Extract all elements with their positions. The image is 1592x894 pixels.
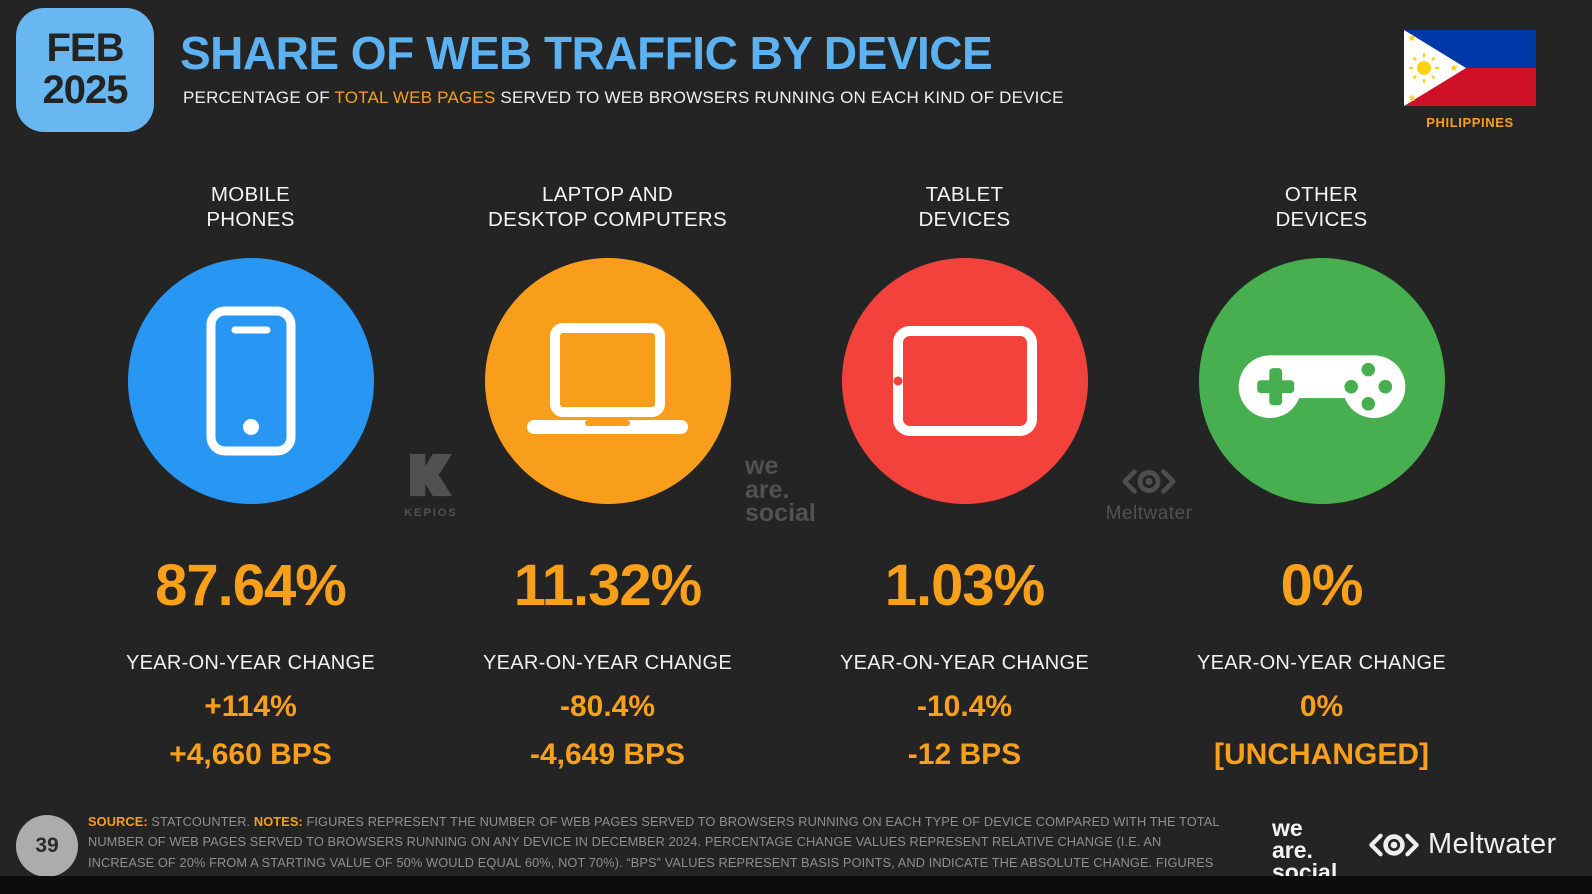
date-month: FEB (46, 26, 125, 71)
device-circle-tablet (841, 258, 1088, 504)
tablet-icon (892, 326, 1037, 436)
yoy-change-bps: -12 BPS (907, 738, 1022, 771)
source-text: STATCOUNTER. (147, 814, 254, 829)
device-circle-mobile (127, 258, 374, 504)
device-column-tablet: TABLET DEVICES 1.03% YEAR-ON-YEAR CHANGE… (786, 182, 1143, 772)
yoy-label: YEAR-ON-YEAR CHANGE (839, 652, 1090, 674)
kepios-watermark: KEPIOS (403, 452, 459, 519)
bottom-strip (0, 876, 1592, 894)
kepios-logo-icon (409, 453, 453, 497)
country-flag-block: PHILIPPINES (1404, 30, 1536, 130)
meltwater-watermark: Meltwater (1094, 468, 1204, 525)
yoy-label: YEAR-ON-YEAR CHANGE (482, 652, 733, 674)
notes-label: NOTES: (253, 814, 303, 829)
device-circle-other (1198, 258, 1445, 504)
subtitle-prefix: PERCENTAGE OF (183, 88, 335, 107)
laptop-icon (527, 323, 688, 434)
category-label: MOBILE PHONES (206, 183, 295, 231)
device-column-other: OTHER DEVICES 0% YEAR-ON-YEAR CHANGE 0% … (1143, 182, 1500, 772)
country-label: PHILIPPINES (1426, 115, 1514, 130)
yoy-change-bps: [UNCHANGED] (1214, 738, 1429, 771)
share-value: 11.32% (513, 553, 703, 618)
page-subtitle: PERCENTAGE OF TOTAL WEB PAGES SERVED TO … (183, 88, 1064, 108)
page-title: SHARE OF WEB TRAFFIC BY DEVICE (180, 27, 993, 79)
meltwater-wordmark: Meltwater (1428, 828, 1557, 860)
category-label: TABLET DEVICES (918, 183, 1011, 231)
kepios-watermark-label: KEPIOS (404, 507, 458, 519)
meltwater-watermark-label: Meltwater (1105, 503, 1193, 524)
yoy-change-bps: -4,649 BPS (529, 738, 686, 771)
date-year: 2025 (42, 68, 129, 112)
share-value: 1.03% (884, 553, 1045, 618)
yoy-change-percent: -80.4% (559, 690, 656, 723)
we-are-social-logo: we are. social (1272, 815, 1338, 885)
device-circle-laptop (484, 258, 731, 504)
mobile-phone-icon (206, 306, 295, 456)
yoy-label: YEAR-ON-YEAR CHANGE (1196, 652, 1447, 674)
category-label: OTHER DEVICES (1275, 183, 1368, 231)
subtitle-suffix: SERVED TO WEB BROWSERS RUNNING ON EACH K… (495, 88, 1064, 107)
meltwater-logo-icon (1122, 469, 1176, 494)
yoy-change-bps: +4,660 BPS (169, 738, 332, 771)
page-number-badge: 39 (16, 815, 78, 877)
yoy-change-percent: +114% (204, 690, 297, 723)
philippines-flag-icon (1404, 30, 1536, 106)
yoy-label: YEAR-ON-YEAR CHANGE (125, 652, 376, 674)
device-column-laptop-desktop: LAPTOP AND DESKTOP COMPUTERS 11.32% YEAR… (429, 182, 786, 772)
we-are-social-watermark: we are. social (745, 452, 816, 527)
device-column-mobile: MOBILE PHONES 87.64% YEAR-ON-YEAR CHANGE… (72, 182, 429, 772)
game-controller-icon (1238, 355, 1405, 419)
share-value: 87.64% (155, 553, 347, 618)
meltwater-logo-icon (1369, 833, 1419, 856)
source-label: SOURCE: (88, 814, 148, 829)
page-number: 39 (35, 834, 59, 857)
yoy-change-percent: -10.4% (916, 690, 1013, 723)
date-badge: FEB 2025 (16, 8, 154, 132)
meltwater-logo: Meltwater (1368, 828, 1556, 861)
category-label: LAPTOP AND DESKTOP COMPUTERS (488, 183, 727, 231)
subtitle-highlight: TOTAL WEB PAGES (334, 88, 496, 107)
yoy-change-percent: 0% (1299, 690, 1344, 723)
share-value: 0% (1280, 553, 1364, 618)
